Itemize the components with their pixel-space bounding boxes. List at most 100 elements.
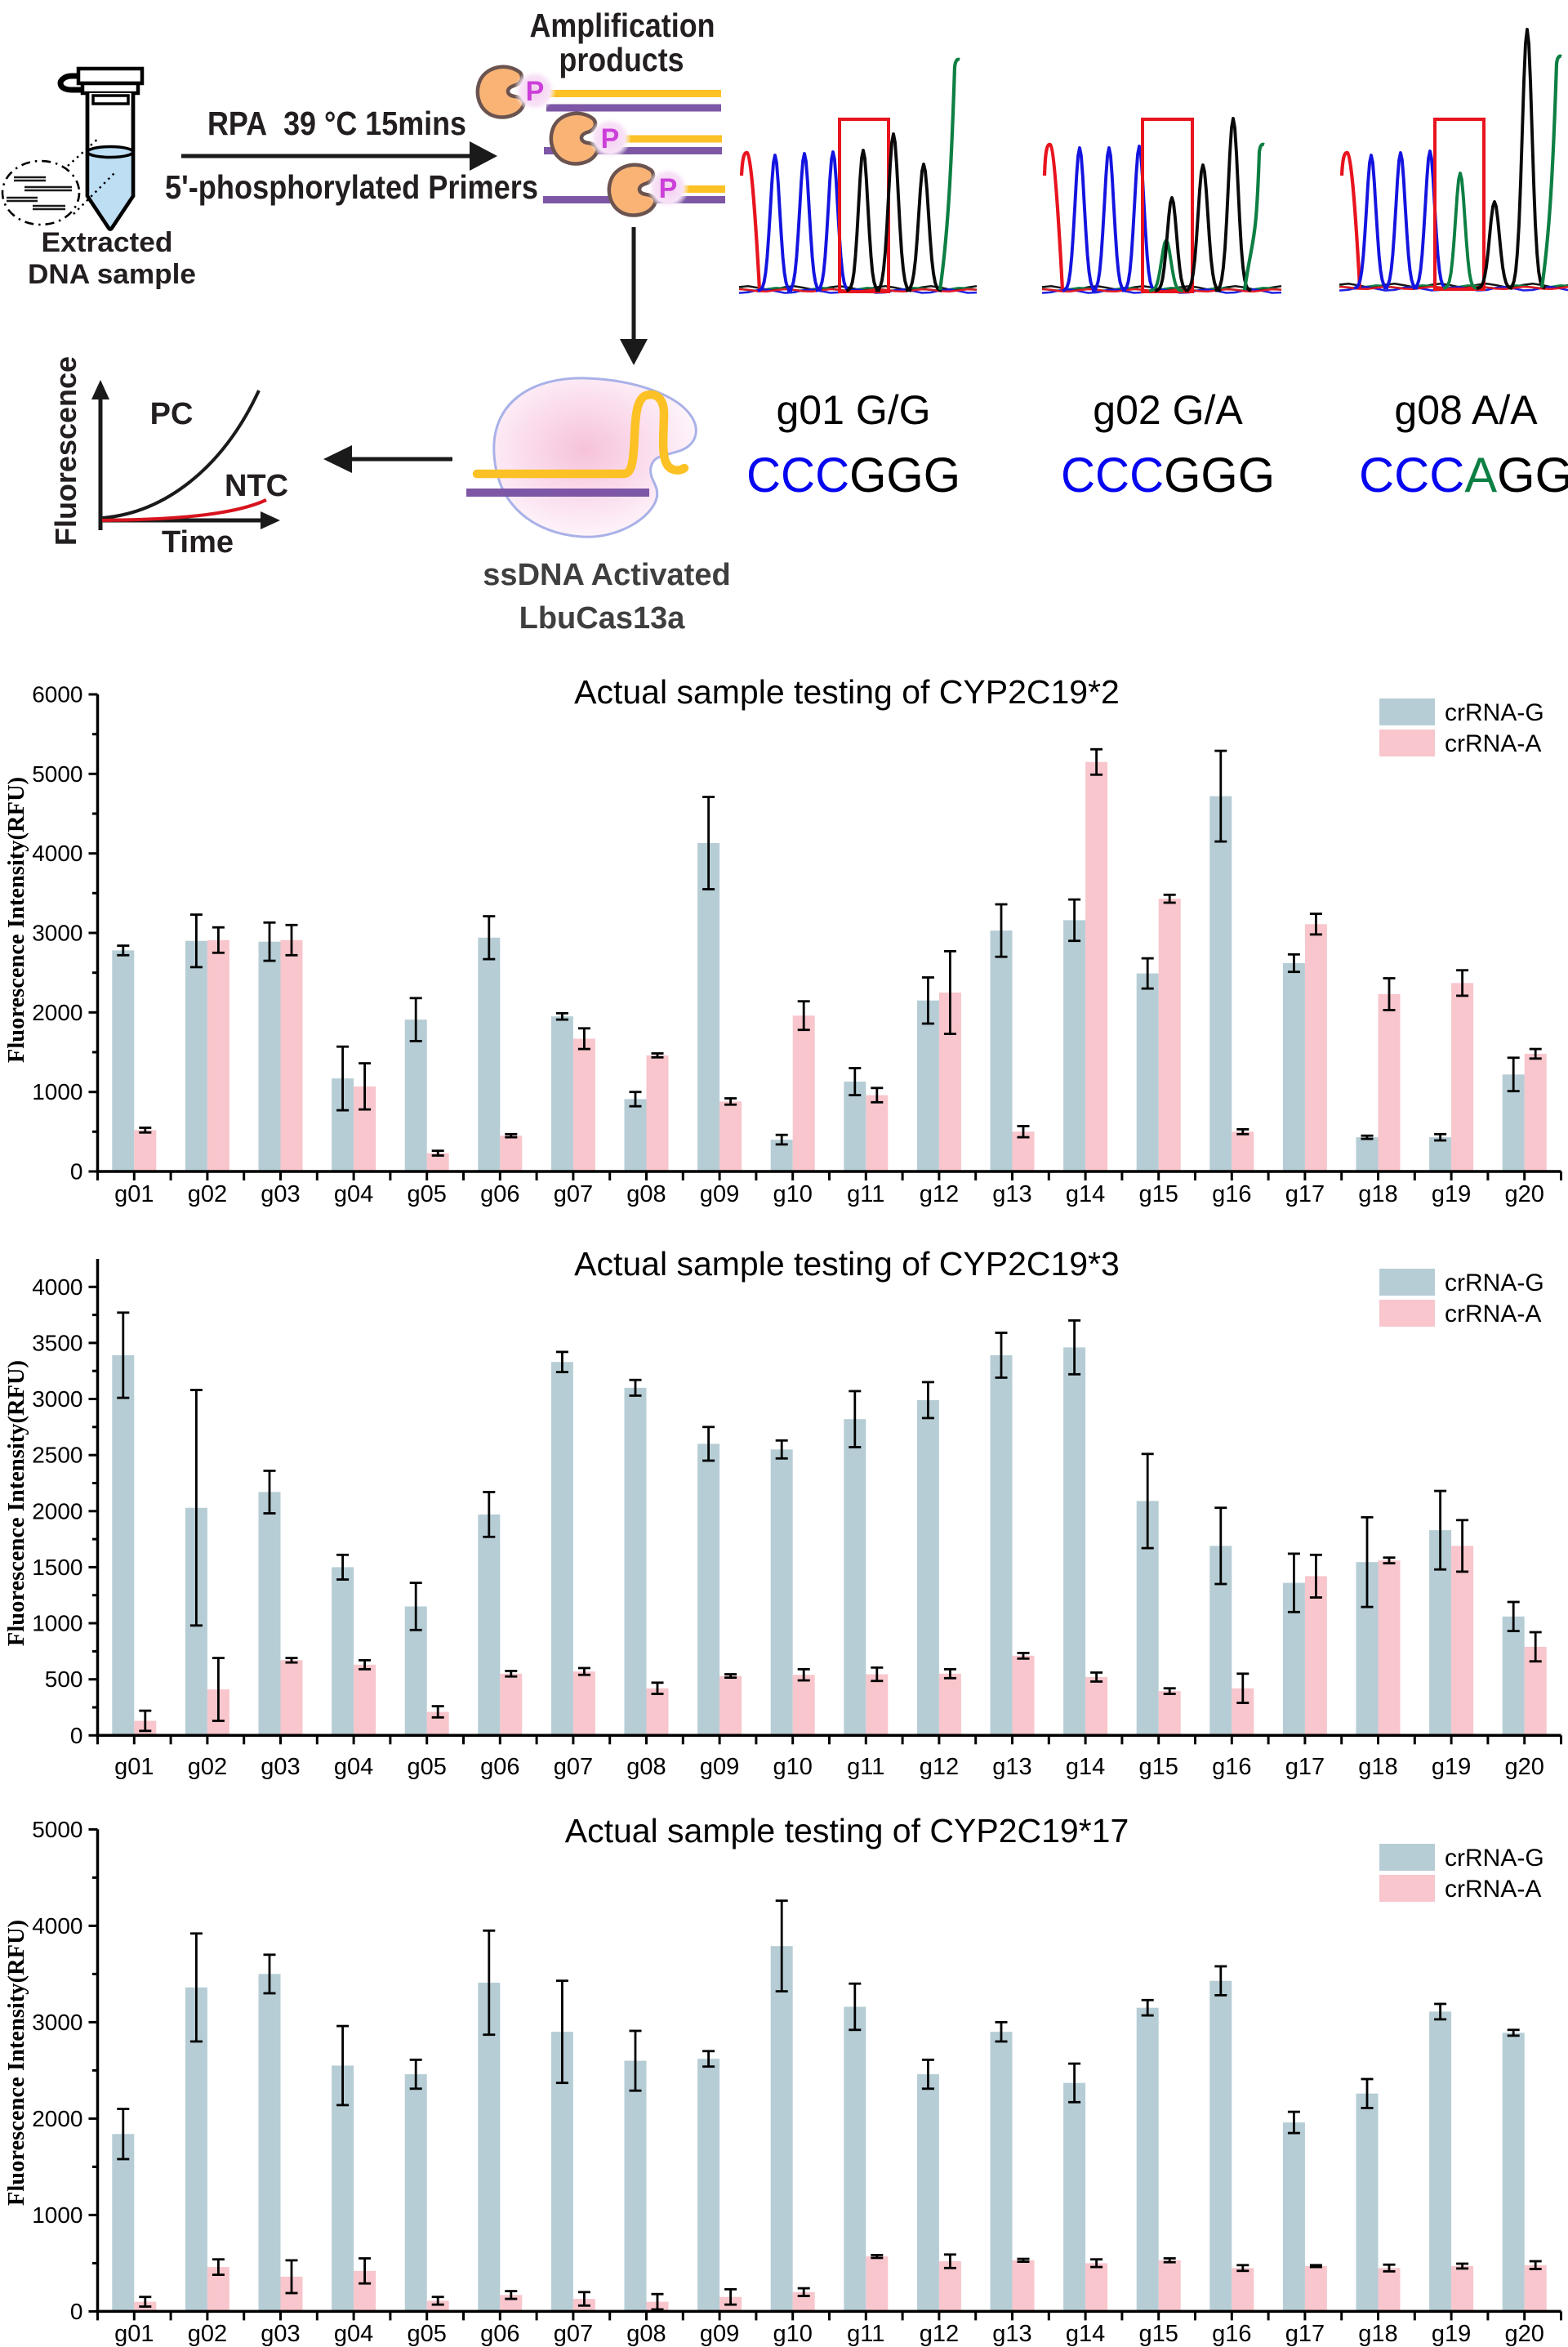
- svg-text:g07: g07: [554, 1181, 593, 1207]
- svg-text:g15: g15: [1139, 1754, 1178, 1780]
- svg-text:CCCAGG: CCCAGG: [1359, 448, 1568, 502]
- svg-text:4000: 4000: [32, 841, 82, 866]
- svg-text:5'-phosphorylated Primers: 5'-phosphorylated Primers: [165, 168, 538, 206]
- svg-text:g02: g02: [188, 1754, 227, 1780]
- svg-text:0: 0: [70, 1159, 83, 1185]
- svg-text:crRNA-G: crRNA-G: [1445, 1269, 1544, 1296]
- svg-text:PC: PC: [150, 397, 194, 431]
- svg-text:Actual sample testing of CYP2C: Actual sample testing of CYP2C19*17: [565, 1812, 1129, 1849]
- svg-text:crRNA-A: crRNA-A: [1445, 1301, 1541, 1327]
- svg-text:Time: Time: [162, 525, 234, 560]
- svg-text:g19: g19: [1432, 2321, 1471, 2347]
- svg-text:g10: g10: [773, 1181, 813, 1207]
- svg-text:g08: g08: [626, 1754, 666, 1780]
- svg-text:1000: 1000: [32, 1079, 82, 1104]
- svg-text:g11: g11: [847, 1181, 884, 1207]
- svg-text:2500: 2500: [32, 1443, 82, 1468]
- svg-text:g01: g01: [114, 2321, 154, 2347]
- svg-text:CCCGGG: CCCGGG: [746, 448, 960, 502]
- svg-text:0: 0: [70, 1723, 83, 1748]
- svg-text:g19: g19: [1432, 1754, 1471, 1780]
- svg-text:Extracted: Extracted: [42, 227, 173, 258]
- svg-text:g13: g13: [992, 2321, 1031, 2347]
- svg-text:g16: g16: [1212, 1754, 1251, 1780]
- svg-text:g09: g09: [700, 1181, 739, 1207]
- svg-text:g04: g04: [334, 1754, 373, 1780]
- svg-text:1000: 1000: [32, 1611, 82, 1636]
- svg-text:g13: g13: [992, 1754, 1031, 1780]
- svg-text:5000: 5000: [32, 761, 82, 787]
- svg-text:g10: g10: [773, 1754, 813, 1780]
- svg-text:LbuCas13a: LbuCas13a: [519, 601, 686, 636]
- svg-text:0: 0: [70, 2299, 83, 2324]
- svg-text:g07: g07: [554, 1754, 593, 1780]
- svg-text:crRNA-G: crRNA-G: [1445, 699, 1544, 726]
- svg-text:g08 A/A: g08 A/A: [1394, 387, 1538, 433]
- svg-text:g11: g11: [847, 1754, 884, 1780]
- svg-text:Actual sample testing of CYP2C: Actual sample testing of CYP2C19*3: [574, 1245, 1120, 1283]
- svg-text:P: P: [526, 76, 545, 107]
- svg-text:Fluorescence: Fluorescence: [49, 356, 82, 546]
- svg-text:2000: 2000: [32, 2106, 82, 2131]
- svg-text:g12: g12: [920, 2321, 959, 2347]
- svg-text:3000: 3000: [32, 1386, 82, 1412]
- svg-text:g18: g18: [1358, 1181, 1397, 1207]
- svg-text:g14: g14: [1066, 2321, 1105, 2347]
- svg-text:g04: g04: [334, 1181, 373, 1207]
- svg-text:g09: g09: [700, 2321, 739, 2347]
- svg-text:g15: g15: [1139, 2321, 1178, 2347]
- svg-text:g14: g14: [1066, 1181, 1105, 1207]
- svg-text:5000: 5000: [32, 1817, 82, 1842]
- svg-text:DNA sample: DNA sample: [28, 259, 196, 290]
- svg-text:g17: g17: [1285, 1754, 1325, 1780]
- svg-text:g16: g16: [1212, 1181, 1251, 1207]
- svg-text:g08: g08: [626, 2321, 666, 2347]
- svg-text:g07: g07: [554, 2321, 593, 2347]
- svg-text:3000: 3000: [32, 921, 82, 946]
- svg-text:ssDNA Activated: ssDNA Activated: [483, 558, 730, 592]
- svg-text:g17: g17: [1285, 1181, 1325, 1207]
- svg-text:g08: g08: [626, 1181, 666, 1207]
- svg-text:1000: 1000: [32, 2202, 82, 2228]
- svg-text:g14: g14: [1066, 1754, 1105, 1780]
- svg-text:g06: g06: [480, 2321, 519, 2347]
- svg-text:g15: g15: [1139, 1181, 1178, 1207]
- svg-text:g12: g12: [920, 1181, 959, 1207]
- svg-text:Fluorescence Intensity(RFU): Fluorescence Intensity(RFU): [4, 1360, 29, 1646]
- svg-text:g18: g18: [1358, 2321, 1397, 2347]
- svg-text:3500: 3500: [32, 1330, 82, 1355]
- svg-text:Amplification: Amplification: [530, 7, 715, 44]
- svg-text:2000: 2000: [32, 1498, 82, 1524]
- svg-text:g11: g11: [847, 2321, 884, 2347]
- svg-text:P: P: [601, 123, 620, 154]
- svg-text:g02 G/A: g02 G/A: [1093, 387, 1243, 433]
- svg-text:3000: 3000: [32, 2010, 82, 2035]
- svg-text:CCCGGG: CCCGGG: [1061, 448, 1275, 502]
- svg-text:g12: g12: [920, 1754, 959, 1780]
- svg-text:g02: g02: [188, 1181, 227, 1207]
- svg-text:500: 500: [45, 1667, 83, 1692]
- svg-text:6000: 6000: [32, 682, 82, 707]
- svg-text:g01: g01: [114, 1181, 154, 1207]
- svg-text:g01: g01: [114, 1754, 154, 1780]
- svg-text:g18: g18: [1358, 1754, 1397, 1780]
- svg-text:g01 G/G: g01 G/G: [777, 387, 931, 433]
- svg-text:crRNA-G: crRNA-G: [1445, 1845, 1544, 1872]
- svg-text:g06: g06: [480, 1181, 519, 1207]
- svg-text:g03: g03: [261, 2321, 300, 2347]
- svg-text:g13: g13: [992, 1181, 1031, 1207]
- svg-text:g05: g05: [408, 1754, 447, 1780]
- svg-text:RPA 39 °C 15mins: RPA 39 °C 15mins: [207, 105, 466, 142]
- svg-text:g05: g05: [408, 2321, 447, 2347]
- svg-text:g03: g03: [261, 1181, 300, 1207]
- svg-text:g19: g19: [1432, 1181, 1471, 1207]
- svg-text:Fluorescence Intensity(RFU): Fluorescence Intensity(RFU): [4, 777, 29, 1063]
- svg-text:g09: g09: [700, 1754, 739, 1780]
- svg-text:1500: 1500: [32, 1555, 82, 1580]
- svg-text:g02: g02: [188, 2321, 227, 2347]
- svg-text:4000: 4000: [32, 1274, 82, 1300]
- svg-text:4000: 4000: [32, 1913, 82, 1939]
- svg-text:Actual sample testing of CYP2C: Actual sample testing of CYP2C19*2: [574, 673, 1120, 711]
- svg-text:products: products: [559, 41, 684, 78]
- svg-text:2000: 2000: [32, 1000, 82, 1025]
